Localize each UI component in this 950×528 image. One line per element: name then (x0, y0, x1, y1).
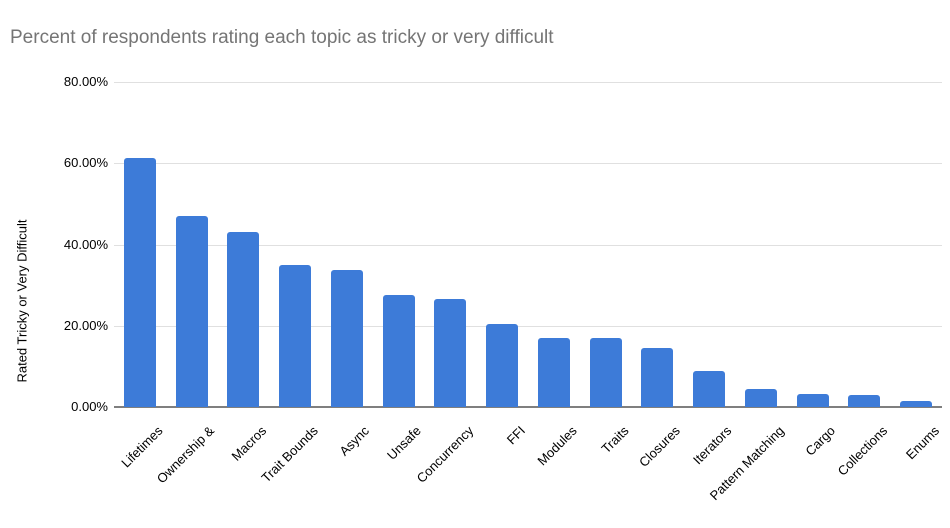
y-axis-tick-label: 20.00% (63, 317, 108, 333)
x-axis-label: Modules (534, 423, 580, 469)
bar-traits (589, 337, 622, 407)
x-axis-label: Macros (228, 423, 269, 464)
bar-closures (641, 347, 674, 407)
x-axis-line (114, 406, 942, 408)
x-axis-label: Enums (902, 423, 942, 463)
bar-ownership (175, 216, 208, 407)
bar-cargo (796, 393, 829, 407)
gridline (114, 244, 942, 246)
bar-pattern-matching (744, 389, 777, 407)
x-axis-label: Collections (834, 423, 890, 479)
gridline (114, 163, 942, 165)
x-axis-label: Async (336, 423, 373, 459)
plot-area (114, 82, 942, 408)
y-axis-tick-label: 80.00% (63, 74, 108, 89)
bar-modules (537, 337, 570, 407)
x-axis-label: Cargo (802, 423, 839, 459)
x-axis-label: Closures (636, 423, 683, 470)
bar-trait-bounds (279, 265, 312, 407)
y-axis-tick-label: 60.00% (63, 155, 108, 171)
bar-async (330, 270, 363, 407)
x-axis-label: Lifetimes (118, 423, 166, 471)
bar-lifetimes (123, 157, 156, 407)
gridline (114, 82, 942, 83)
x-axis-label: Unsafe (384, 423, 425, 463)
x-axis-label: Iterators (690, 423, 735, 468)
chart-title: Percent of respondents rating each topic… (10, 27, 554, 48)
x-axis-label: FFI (503, 423, 528, 448)
bar-ffi (486, 324, 519, 407)
bar-collections (848, 394, 881, 407)
bar-macros (227, 232, 260, 407)
bar-concurrency (434, 298, 467, 407)
bar-iterators (693, 371, 726, 407)
gridline (114, 325, 942, 327)
bar-enums (900, 401, 933, 407)
bar-unsafe (382, 294, 415, 407)
x-axis-label: Traits (597, 423, 632, 457)
y-axis-tick-label: 0.00% (71, 399, 108, 414)
y-axis-tick-label: 40.00% (63, 236, 108, 252)
